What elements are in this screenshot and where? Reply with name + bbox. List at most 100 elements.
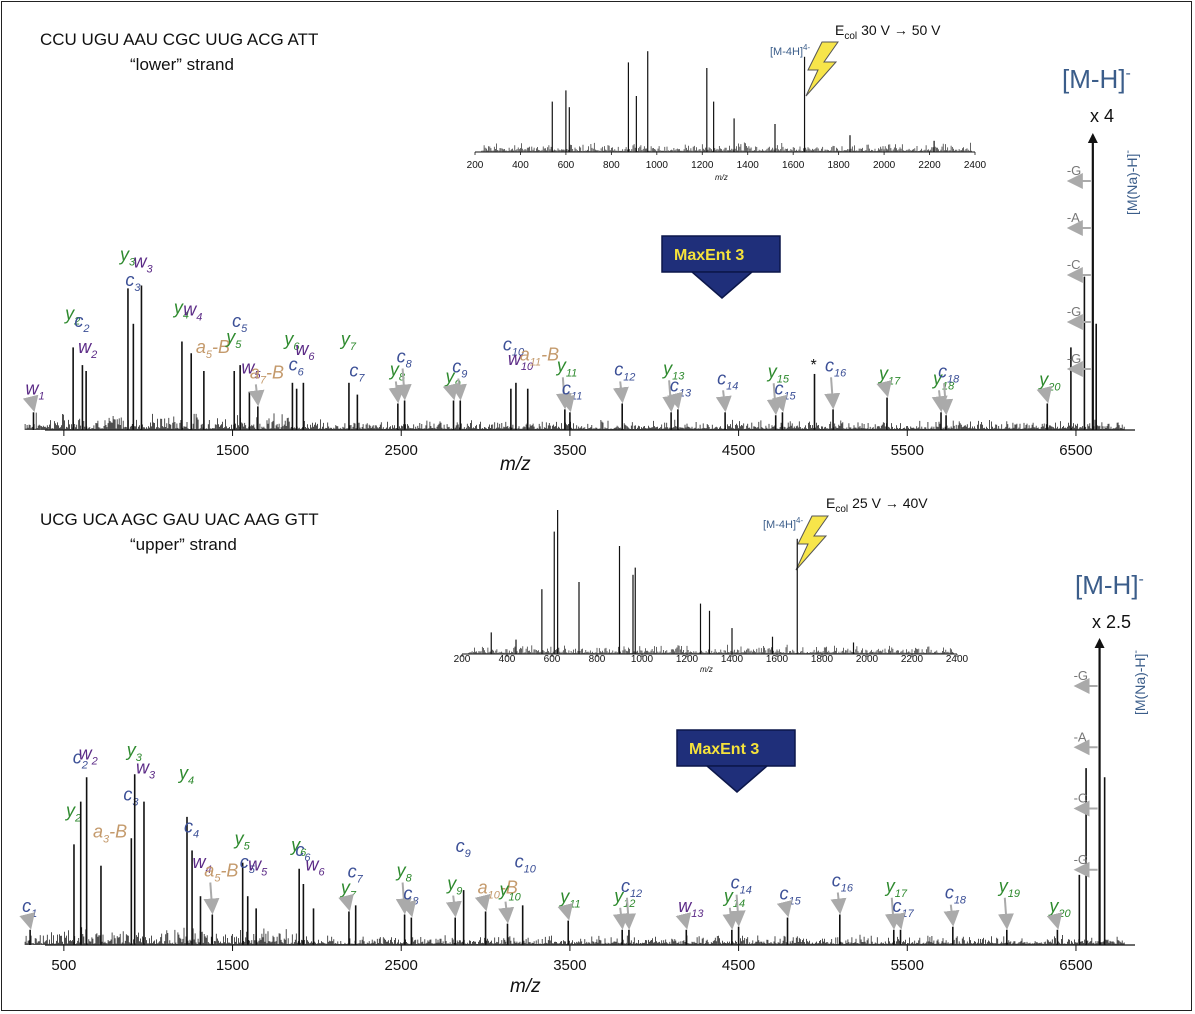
upper-inset-x-title: m/z [700,665,713,674]
lower-ion-label-y20: y20 [1037,369,1061,393]
upper-precursor-arrowhead [1094,638,1105,648]
upper-inset-tick-label: 400 [499,654,516,665]
upper-lightning-icon [795,515,829,571]
lower-ion-label-c7: c7 [349,361,365,385]
lower-ion-pointer [937,383,954,416]
upper-noise-peaks [24,927,1125,945]
lower-inset-tick-label: 2400 [964,160,987,171]
upper-ion-label-c3: c3 [123,784,139,808]
lower-precursor-label: [M-H]- [1062,64,1131,94]
lower-ion-label-w1: w1 [25,378,44,402]
upper-ion-label-y11: y11 [558,887,580,911]
upper-ion-label-y20: y20 [1047,896,1071,920]
upper-ion-label-y14: y14 [722,886,745,910]
upper-ion-pointer [474,893,491,912]
upper-ion-label-c1: c1 [22,896,37,920]
lower-ion-pointer [824,377,841,410]
upper-ion-label-y6: y6 [289,835,307,859]
upper-ion-pointer [400,899,417,918]
lower-ion-pointer [395,368,412,401]
lower-ion-pointer [715,390,732,413]
lower-tick-label: 6500 [1059,442,1092,459]
lower-inset-tick-label: 1200 [691,160,714,171]
lower-tick-label: 4500 [722,442,755,459]
maxent-label-lower: MaxEnt 3 [674,247,744,264]
lower-ion-pointer [450,378,467,401]
upper-ion-label-y10: y10 [497,880,521,904]
lower-ion-pointer [1036,385,1053,404]
lower-ion-label-a5: a5-B [196,337,230,361]
upper-neutral-loss-label: -A [1074,729,1087,744]
lower-inset-tick-label: 2200 [918,160,941,171]
lower-ion-label-c12: c12 [614,359,635,383]
upper-ion-label-c14: c14 [731,873,752,897]
lower-ion-label-y13: y13 [661,358,685,382]
upper-tick-label: 1500 [216,957,249,974]
lower-ion-pointer [388,381,405,404]
lower-ion-label-w5: w5 [241,358,261,382]
upper-ion-label-c4: c4 [184,816,199,840]
lower-star-marker: * [811,357,817,374]
upper-ion-label-y5: y5 [233,829,251,853]
upper-ion-label-w6: w6 [306,854,326,878]
upper-ion-pointer [620,897,637,930]
upper-ion-pointer [1046,912,1063,930]
upper-ion-label-c10: c10 [515,851,537,875]
upper-tick-label: 500 [51,957,76,974]
lower-ion-label-c5: c5 [232,311,248,335]
upper-ion-pointer [997,897,1014,930]
lower-ion-label-c16: c16 [825,355,847,379]
upper-ion-label-a5: a5-B [204,861,238,885]
lower-ion-pointer [248,384,265,407]
upper-ion-pointer [203,882,220,915]
maxent-badge-upper: MaxEnt 3 [676,729,796,793]
lower-ion-pointer [771,394,788,413]
upper-tick-label: 4500 [722,957,755,974]
lower-inset-x-title: m/z [715,173,728,182]
lower-ion-label-c14: c14 [717,368,738,392]
lower-adduct-label: [M(Na)-H]- [1122,150,1140,215]
lower-ion-label-y5: y5 [224,327,242,351]
maxent-badge-lower: MaxEnt 3 [661,235,781,299]
upper-ion-pointer [889,912,906,930]
upper-tick-label: 3500 [553,957,586,974]
upper-ion-label-c12: c12 [621,876,642,900]
lower-ion-label-y11: y11 [555,355,577,379]
lower-tick-label: 3500 [553,442,586,459]
lower-ecol-label: Ecol 30 V → 50 V [835,22,941,42]
lower-ion-label-c18: c18 [938,361,960,385]
lower-ion-label-c6: c6 [289,355,305,379]
lower-inset-tick-label: 200 [467,160,484,171]
lower-tick-label: 2500 [385,442,418,459]
lower-ion-label-c9: c9 [452,357,467,381]
upper-ion-pointer [943,904,960,927]
lower-ion-label-y17: y17 [877,364,901,388]
lower-ion-label-c8: c8 [397,347,413,371]
upper-inset-tick-label: 1000 [631,654,654,665]
lower-neutral-loss-label: -A [1067,210,1080,225]
lower-ion-label-c11: c11 [562,378,582,402]
lower-inset-tick-label: 1400 [737,160,760,171]
upper-ion-label-y9: y9 [445,874,462,898]
lower-inset-tick-label: 1000 [646,160,669,171]
lower-ion-label-y3: y3 [118,244,136,268]
upper-ion-label-w2: w2 [79,743,98,767]
upper-ion-pointer [675,912,692,930]
lower-precursor-arrowhead [1087,133,1098,143]
upper-ion-label-c8: c8 [403,884,419,908]
upper-ion-pointer [776,899,793,918]
upper-ion-label-c18: c18 [945,883,967,907]
upper-inset-tick-label: 200 [454,654,471,665]
lower-neutral-loss-label: -G [1067,351,1081,366]
upper-ion-label-c2: c2 [73,748,88,772]
lower-inset-tick-label: 600 [558,160,575,171]
upper-inset-tick-label: 1600 [766,654,789,665]
lower-inset-tick-label: 1600 [782,160,805,171]
lower-ion-label-y6: y6 [282,329,300,353]
lower-tick-label: 500 [51,442,76,459]
upper-ecol-label: Ecol 25 V → 40V [826,495,928,515]
upper-ion-label-y19: y19 [997,876,1020,900]
lower-ion-label-w4: w4 [183,299,202,323]
upper-precursor-label: [M-H]- [1075,570,1144,600]
